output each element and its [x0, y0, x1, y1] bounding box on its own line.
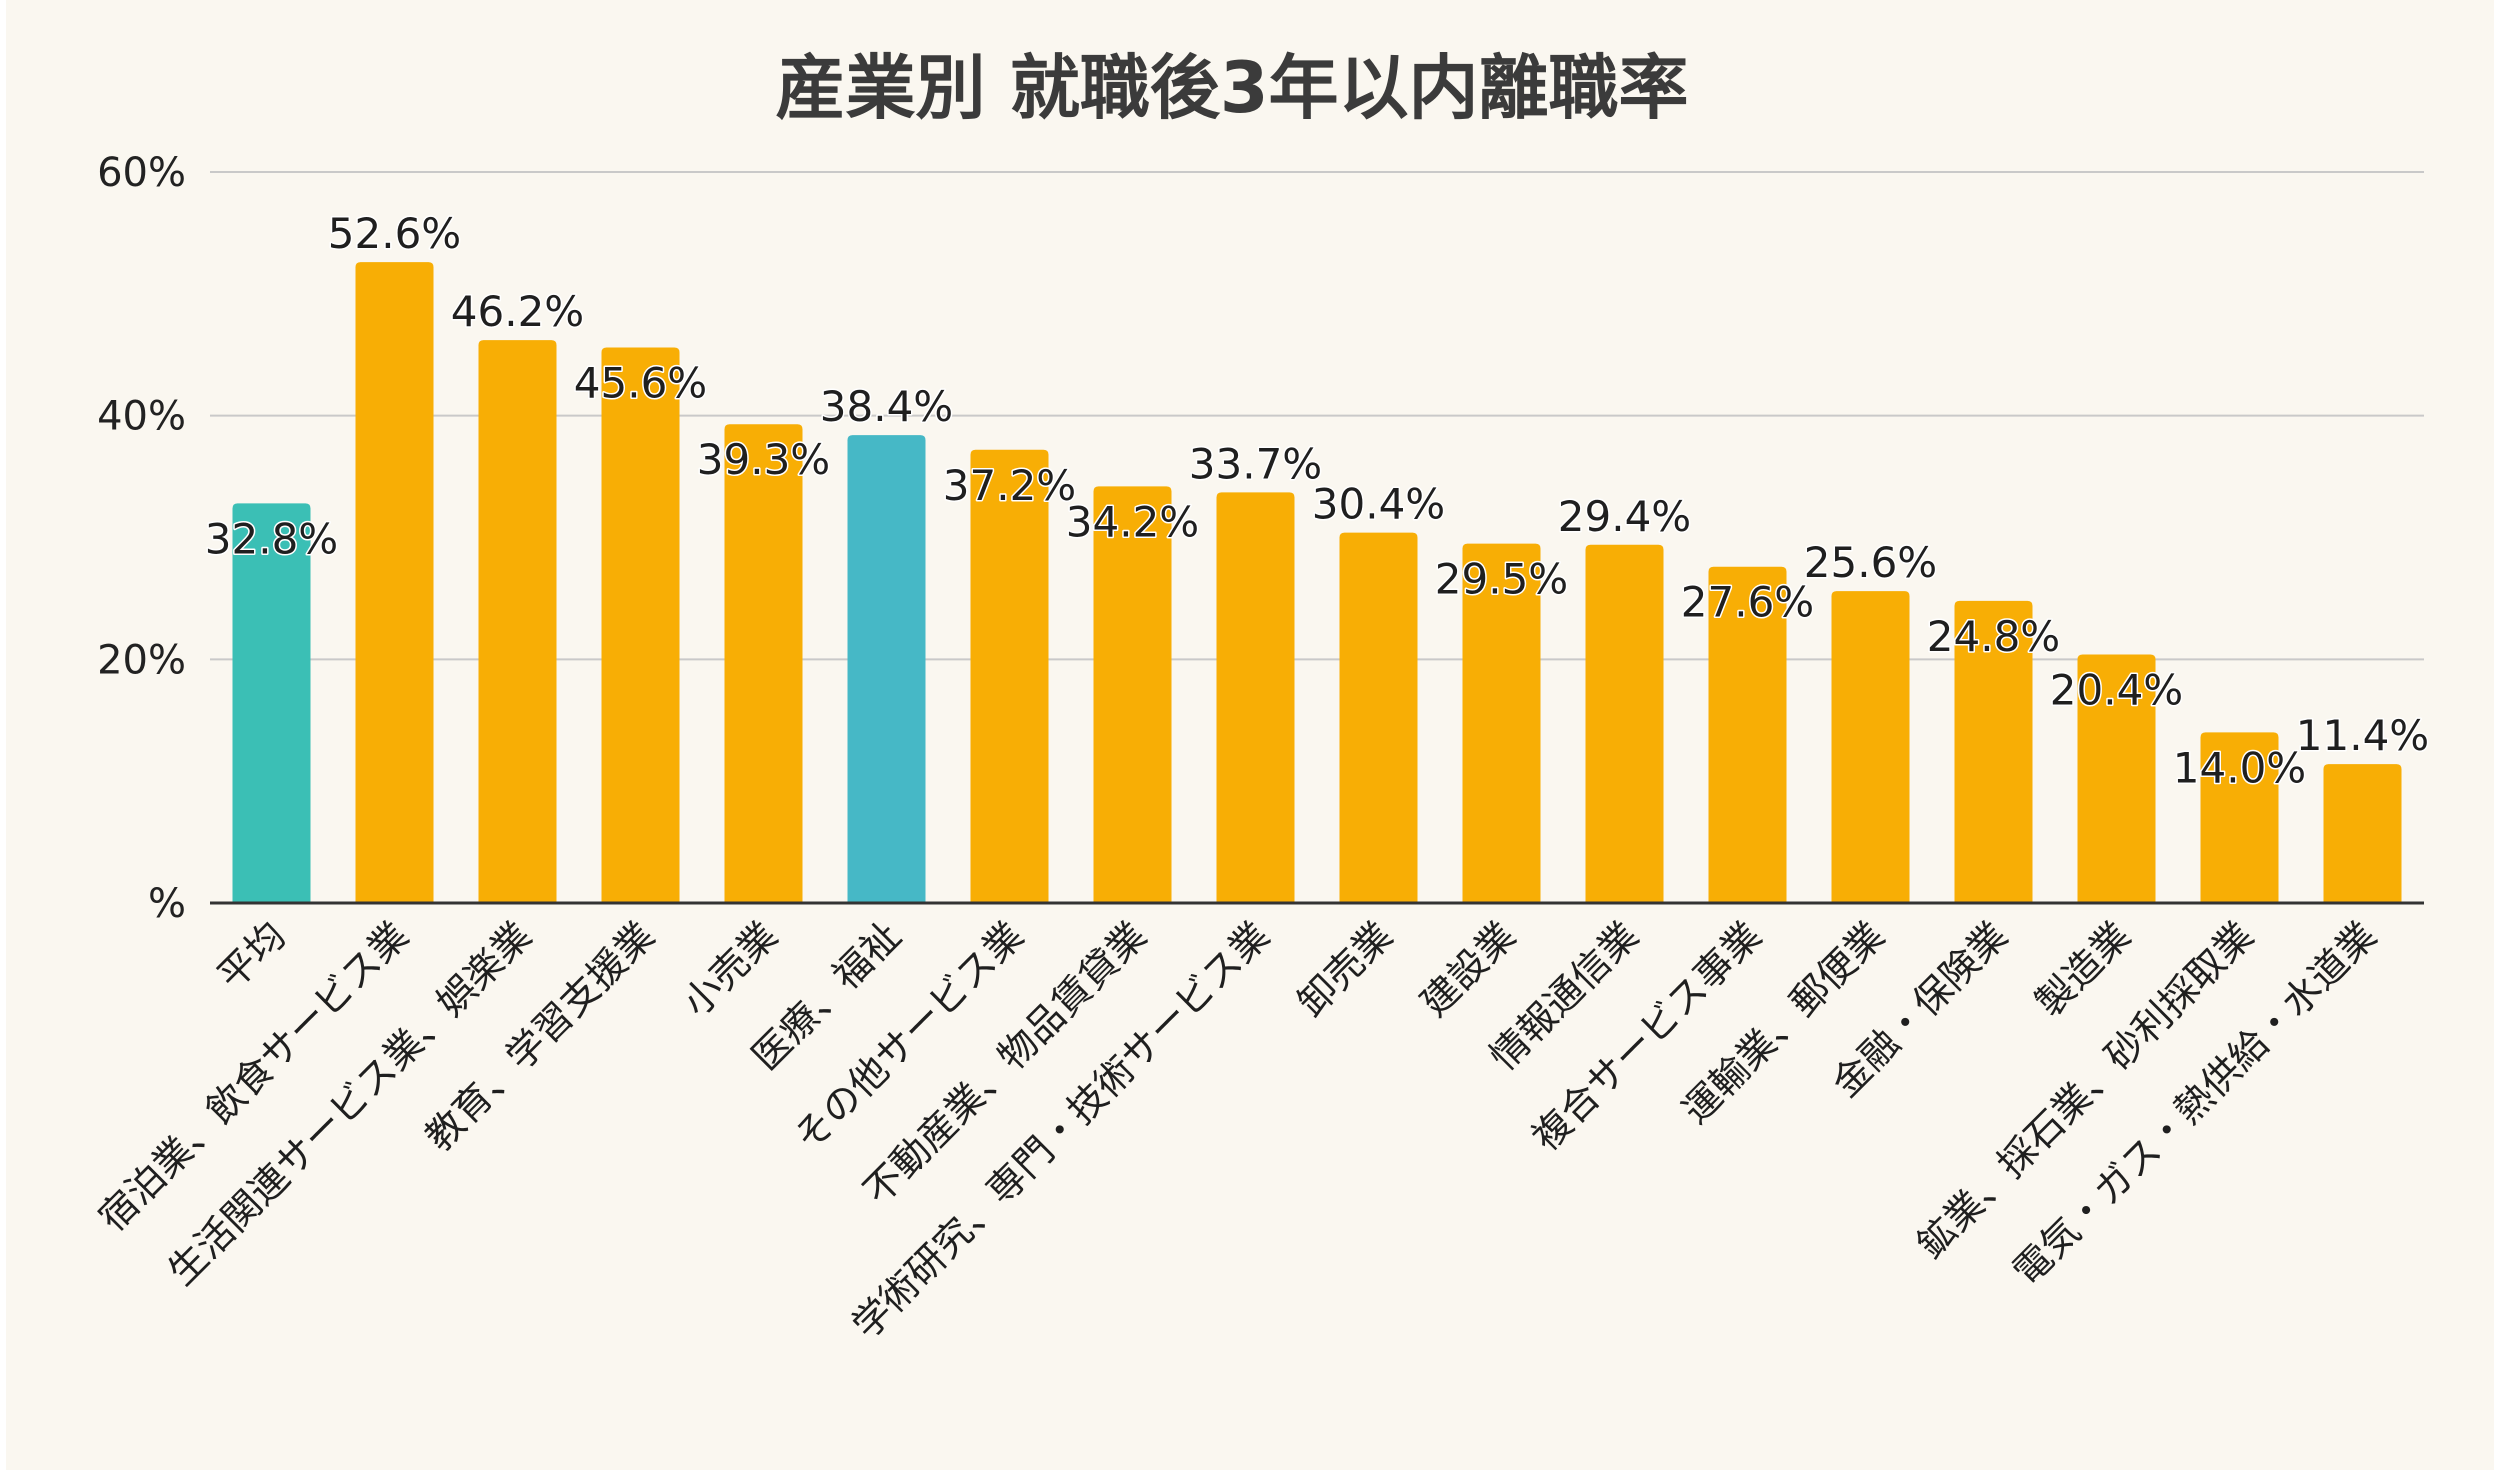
bar	[1093, 486, 1172, 903]
bar	[2323, 764, 2402, 903]
bar	[1708, 566, 1787, 903]
value-label: 34.2%	[1066, 497, 1199, 546]
value-label: 37.2%	[943, 461, 1076, 510]
category-label: 複合サービス事業	[1524, 913, 1770, 1159]
bar	[478, 340, 557, 903]
bar	[1954, 600, 2033, 903]
value-label: 30.4%	[1312, 480, 1445, 529]
value-label: 46.2%	[451, 287, 584, 336]
bar	[1339, 532, 1418, 903]
category-label: 製造業	[2027, 913, 2139, 1025]
category-label: 小売業	[674, 913, 786, 1025]
category-label: 教育、学習支援業	[417, 913, 663, 1159]
value-label: 29.5%	[1435, 555, 1568, 604]
category-label: 平均	[209, 913, 294, 998]
bar	[1462, 543, 1541, 903]
bar	[355, 262, 434, 903]
value-label: 27.6%	[1681, 578, 1814, 627]
category-label: その他サービス業	[786, 913, 1032, 1159]
y-axis-tick-labels: % 20% 40% 60%	[97, 150, 186, 927]
bar	[724, 424, 803, 903]
value-labels: 32.8% 52.6% 46.2% 45.6% 39.3%38.4% 37.2%34.2%…	[203, 208, 2430, 794]
value-label: 38.4%	[820, 382, 953, 431]
grid-lines	[210, 171, 2424, 661]
value-label: 32.8%	[205, 514, 338, 563]
bar	[2077, 654, 2156, 903]
chart-frame: 産業別 就職後3年以内離職率 % 20% 40% 60% 32.8% 52.6% 46.2…	[6, 0, 2494, 1470]
y-tick-label: 60%	[97, 150, 186, 196]
bars	[232, 262, 2402, 903]
y-tick-label: 20%	[97, 637, 186, 683]
value-label: 33.7%	[1189, 439, 1322, 488]
value-label: 45.6%	[574, 358, 707, 407]
bar	[601, 347, 680, 903]
y-tick-label: 40%	[97, 394, 186, 440]
value-label: 11.4%	[2296, 711, 2429, 760]
chart-title: 産業別 就職後3年以内離職率	[775, 47, 1688, 129]
value-label: 29.4%	[1558, 492, 1691, 541]
value-label: 24.8%	[1927, 612, 2060, 661]
bar	[232, 503, 311, 903]
bar	[970, 449, 1049, 903]
bar	[1216, 492, 1295, 903]
value-label: 25.6%	[1804, 538, 1937, 587]
value-label: 14.0%	[2173, 743, 2306, 792]
value-label: 39.3%	[697, 435, 830, 484]
category-label: 建設業	[1412, 913, 1524, 1025]
bar	[1831, 591, 1910, 903]
y-tick-label: %	[148, 881, 186, 927]
category-label: 卸売業	[1289, 913, 1401, 1025]
value-label: 20.4%	[2050, 665, 2183, 714]
bar	[2200, 732, 2279, 903]
bar	[847, 435, 926, 903]
bar-chart: 産業別 就職後3年以内離職率 % 20% 40% 60% 32.8% 52.6% 46.2…	[90, 47, 2431, 1347]
bar	[1585, 544, 1664, 903]
value-label: 52.6%	[328, 209, 461, 258]
